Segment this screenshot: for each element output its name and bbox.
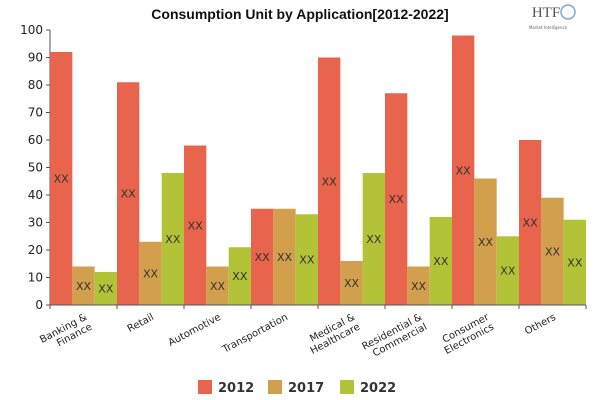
bar-2017-1: [139, 241, 162, 305]
data-label: XX: [54, 173, 70, 186]
y-tick-label: 80: [28, 78, 43, 92]
data-label: XX: [545, 245, 561, 258]
bar-2017-6: [474, 178, 497, 305]
bar-2012-4: [318, 57, 341, 305]
x-axis: Banking &Finance Retail AutomotiveTranspor…: [38, 304, 587, 363]
bar-2012-6: [452, 35, 475, 305]
bar-2017-3: [273, 208, 296, 305]
y-tick-label: 20: [28, 243, 43, 257]
data-label: XX: [322, 175, 338, 188]
y-tick-label: 70: [28, 106, 43, 120]
data-label: XX: [188, 219, 204, 232]
y-axis: 0 10 20 30 40 50 60 70 80 90 100: [20, 23, 51, 312]
data-label: XX: [500, 265, 516, 278]
brand-logo: HTF Market Intelligence: [529, 4, 576, 30]
y-tick-label: 50: [28, 161, 43, 175]
bar-2022-3: [295, 214, 318, 305]
bar-series: [50, 35, 586, 305]
data-label: XX: [210, 280, 226, 293]
y-tick-label: 40: [28, 188, 43, 202]
y-tick-label: 60: [28, 133, 43, 147]
data-label: XX: [143, 267, 159, 280]
data-label: XX: [76, 280, 92, 293]
x-tick-label-line: Automotive: [167, 312, 223, 349]
logo-subtext: Market Intelligence: [529, 25, 568, 30]
chart-title: Consumption Unit by Application[2012-202…: [151, 6, 448, 22]
data-label: XX: [456, 164, 472, 177]
data-labels: XX XX XX XX XX XX XX XX XX XX XX XX XX XX XX XX XX XX XX XX…: [54, 164, 583, 295]
data-label: XX: [366, 233, 382, 246]
logo-text: HTF: [532, 5, 560, 21]
x-tick-label: Retail: [126, 312, 156, 335]
bar-2012-1: [117, 82, 140, 305]
y-tick-label: 10: [28, 271, 43, 285]
data-label: XX: [344, 277, 360, 290]
data-label: XX: [478, 236, 494, 249]
bar-2017-7: [541, 197, 564, 305]
x-tick-label: Others: [523, 312, 558, 337]
x-tick-label: Automotive: [167, 312, 223, 349]
bar-2022-6: [496, 236, 519, 305]
x-tick-label: Transportation: [220, 312, 290, 356]
bar-2022-5: [429, 217, 452, 305]
logo-globe-icon: [560, 4, 576, 20]
bar-2022-2: [228, 247, 251, 305]
data-label: XX: [98, 283, 114, 296]
x-tick-label: Banking &Finance: [38, 312, 94, 356]
data-label: XX: [411, 280, 427, 293]
bar-2017-0: [72, 266, 95, 305]
data-label: XX: [567, 256, 583, 269]
data-label: XX: [232, 270, 248, 283]
data-label: XX: [523, 217, 539, 230]
bar-2012-0: [50, 52, 73, 305]
data-label: XX: [277, 251, 293, 264]
data-label: XX: [121, 188, 137, 201]
legend-swatch-2012: [198, 380, 212, 394]
data-label: XX: [255, 251, 271, 264]
data-label: XX: [433, 255, 449, 268]
legend-label-2022: 2022: [360, 381, 396, 396]
x-tick-label: Medical &Healthcare: [304, 312, 363, 357]
data-label: XX: [165, 233, 181, 246]
bar-2022-7: [563, 219, 586, 305]
y-tick-label: 90: [28, 51, 43, 65]
x-tick-label-line: Others: [523, 312, 558, 337]
bar-2017-5: [407, 266, 430, 305]
bar-2022-1: [161, 173, 184, 305]
y-tick-label: 0: [35, 298, 43, 312]
bar-2017-2: [206, 266, 229, 305]
legend-label-2017: 2017: [288, 381, 324, 396]
bar-2012-5: [385, 93, 408, 305]
y-tick-label: 30: [28, 216, 43, 230]
data-label: XX: [389, 193, 405, 206]
bar-2022-0: [94, 272, 117, 305]
x-tick-label-line: Retail: [126, 312, 156, 335]
legend-swatch-2022: [340, 380, 354, 394]
legend: 2012 2017 2022: [198, 380, 396, 396]
bar-2017-4: [340, 261, 363, 305]
bar-2012-7: [519, 140, 542, 305]
bar-2012-2: [184, 145, 207, 305]
data-label: XX: [299, 254, 315, 267]
legend-label-2012: 2012: [218, 381, 254, 396]
bar-2012-3: [251, 208, 274, 305]
bar-2022-4: [362, 173, 385, 305]
legend-swatch-2017: [268, 380, 282, 394]
x-tick-label: Residential &Commercial: [360, 312, 429, 363]
x-tick-label: ConsumerElectronics: [438, 312, 497, 357]
y-tick-label: 100: [20, 23, 43, 37]
x-tick-label-line: Transportation: [220, 312, 290, 356]
